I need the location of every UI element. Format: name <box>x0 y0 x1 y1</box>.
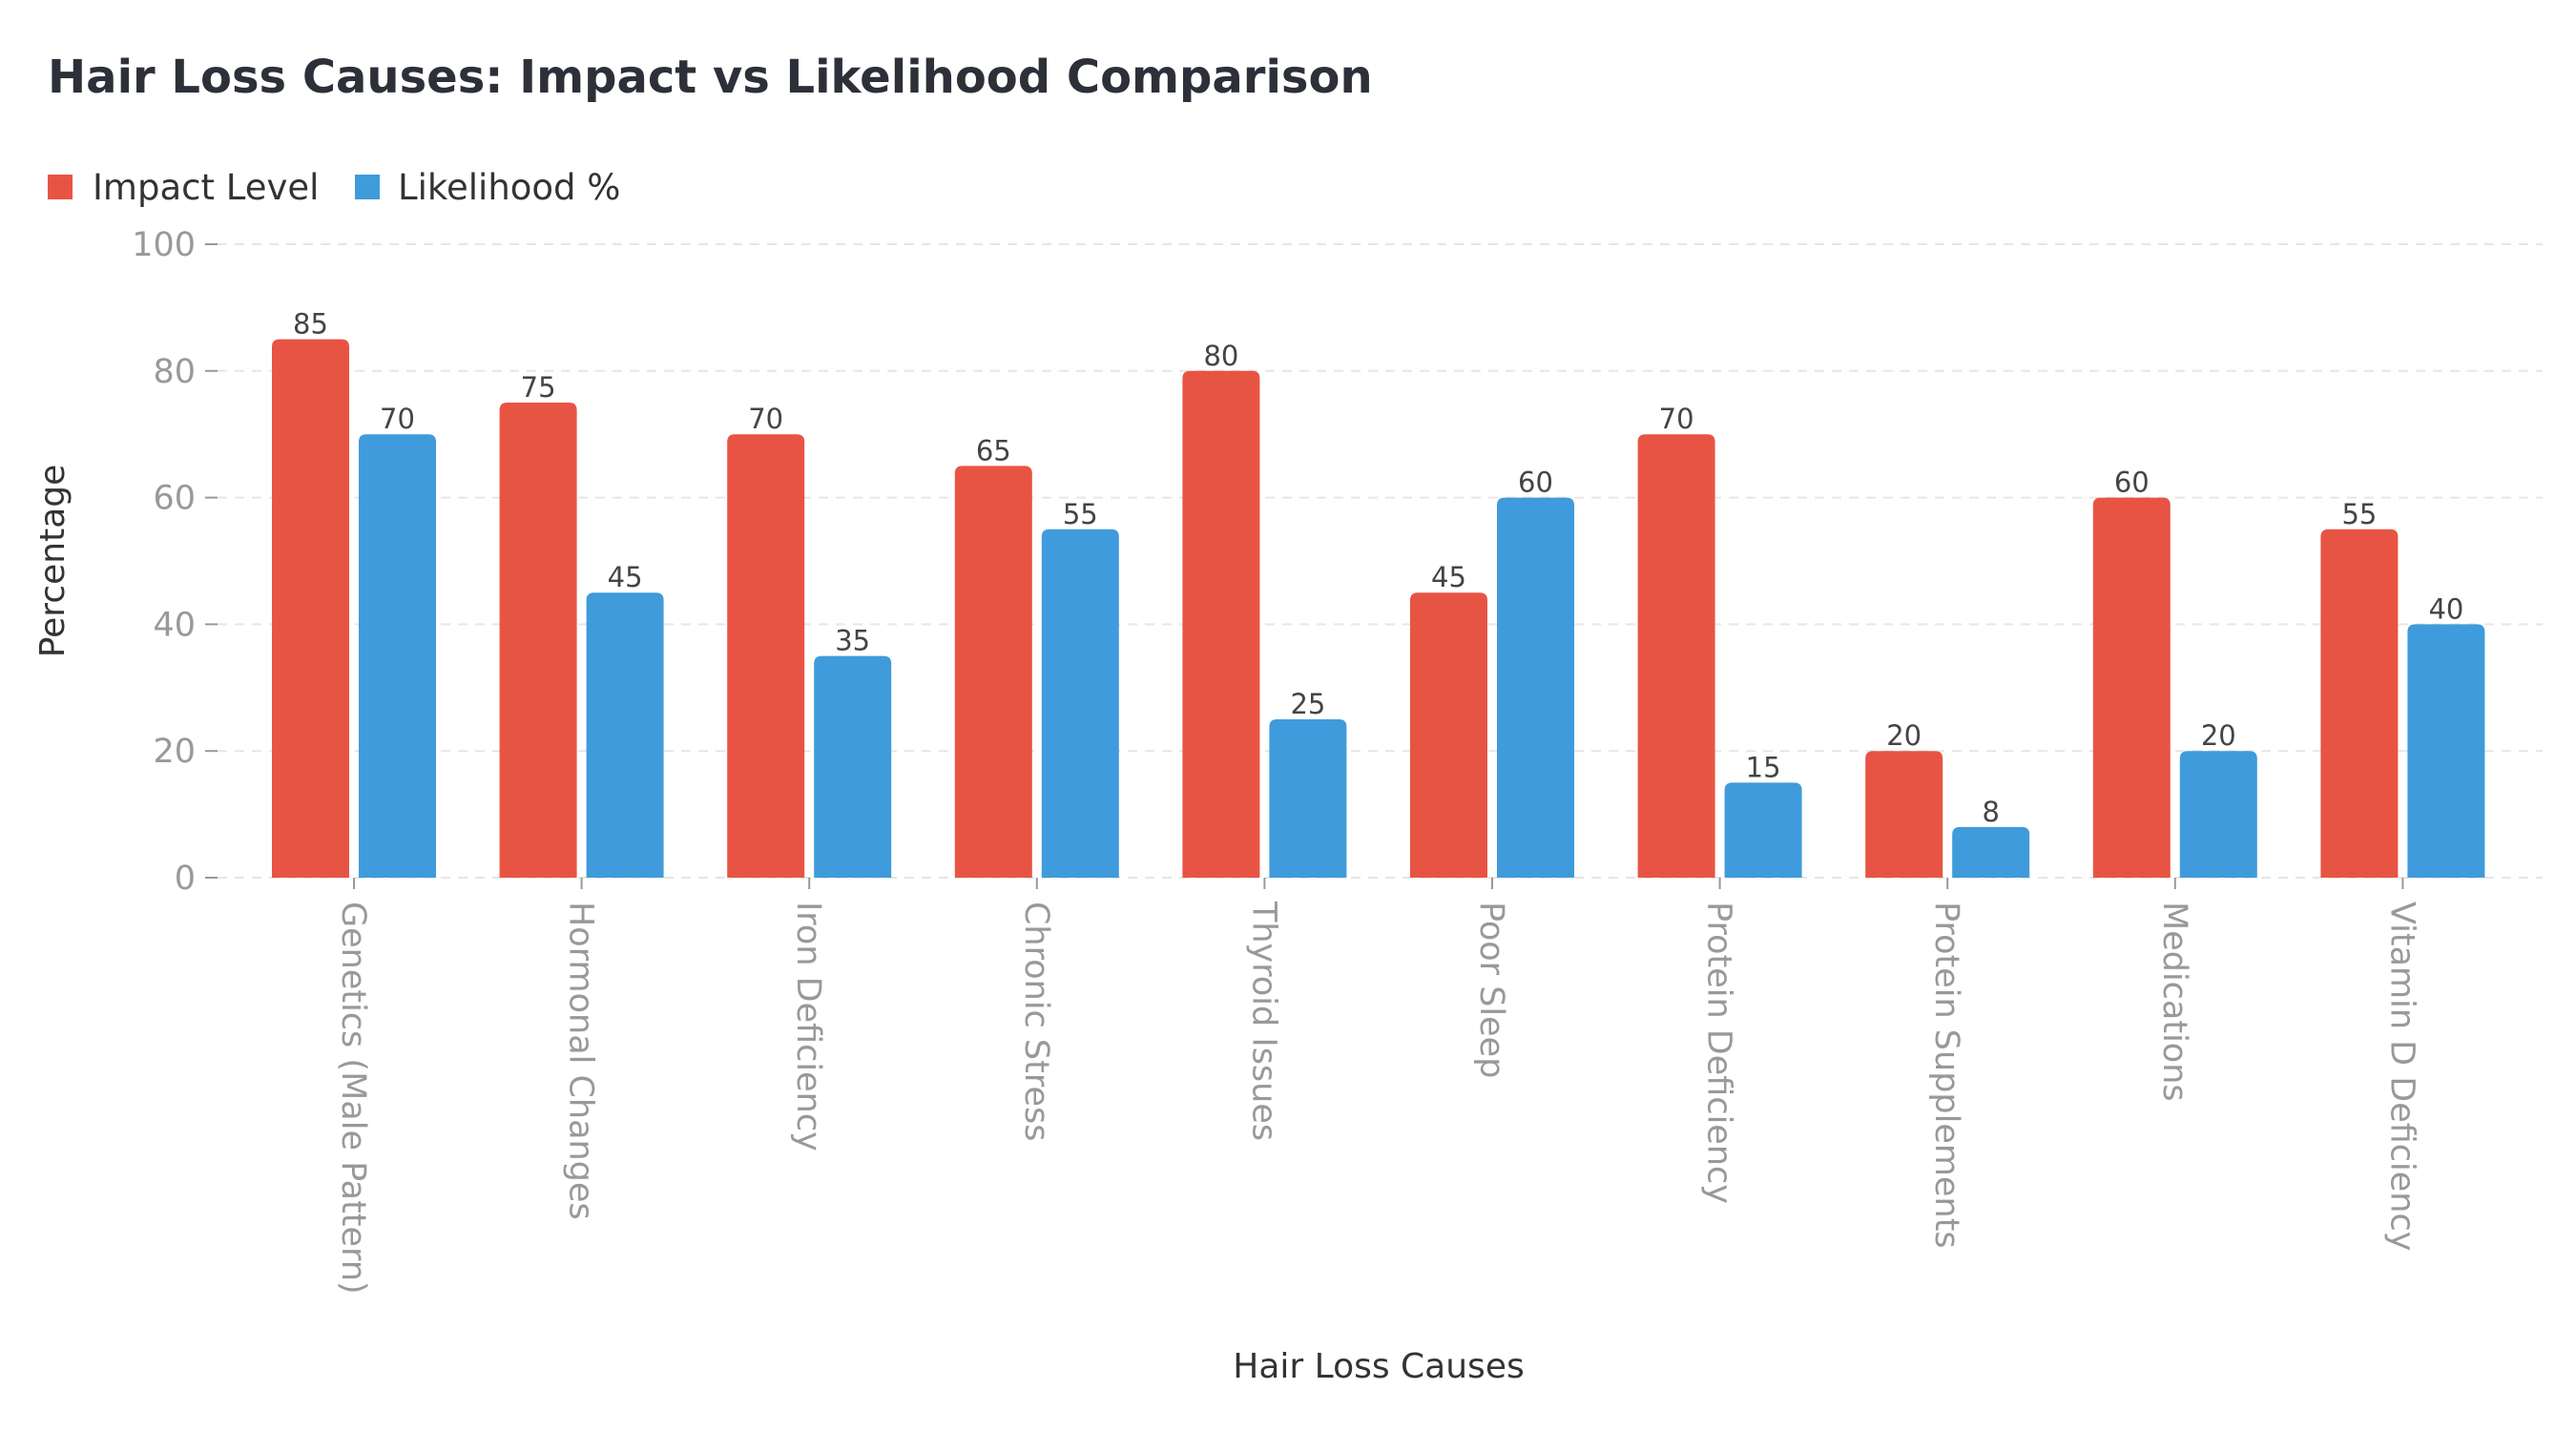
impact-bar-4 <box>1182 370 1260 878</box>
likelihood-bar-5 <box>1497 497 1574 878</box>
impact-bar-7 <box>1865 751 1943 878</box>
impact-value-label: 70 <box>748 403 783 435</box>
legend: Impact Level Likelihood % <box>48 167 620 208</box>
y-axis: 0 20 40 60 80 100 <box>132 226 218 898</box>
legend-label-likelihood: Likelihood % <box>398 167 620 208</box>
likelihood-value-label: 15 <box>1746 751 1781 783</box>
y-axis-label: Percentage <box>33 465 73 658</box>
likelihood-bar-8 <box>2179 751 2257 878</box>
likelihood-bar-3 <box>1041 529 1119 878</box>
impact-bar-6 <box>1637 434 1715 878</box>
impact-bar-5 <box>1410 592 1487 878</box>
impact-value-label: 75 <box>521 371 556 404</box>
impact-bar-0 <box>272 339 349 879</box>
impact-bar-1 <box>499 403 577 878</box>
legend-label-impact: Impact Level <box>93 167 319 208</box>
x-tick-label: Protein Deficiency <box>1700 902 1738 1204</box>
impact-value-label: 80 <box>1203 340 1238 372</box>
likelihood-bar-0 <box>359 434 436 878</box>
x-axis: Genetics (Male Pattern) Hormonal Changes I… <box>334 878 2420 1295</box>
x-tick-label: Hormonal Changes <box>562 902 600 1220</box>
likelihood-value-label: 8 <box>1982 796 1999 828</box>
x-tick-label: Iron Deficiency <box>789 902 827 1151</box>
likelihood-value-label: 45 <box>608 561 643 593</box>
y-tick-label: 20 <box>153 733 196 771</box>
x-tick-label: Chronic Stress <box>1017 902 1055 1142</box>
likelihood-value-label: 60 <box>1518 467 1553 499</box>
likelihood-bar-2 <box>814 655 892 878</box>
likelihood-value-label: 25 <box>1290 688 1325 720</box>
likelihood-value-label: 40 <box>2428 592 2463 625</box>
impact-value-label: 55 <box>2341 498 2377 530</box>
impact-value-label: 85 <box>293 308 328 341</box>
x-tick-label: Genetics (Male Pattern) <box>334 902 372 1295</box>
x-tick-label: Thyroid Issues <box>1244 901 1282 1141</box>
chart-title: Hair Loss Causes: Impact vs Likelihood C… <box>48 51 1373 104</box>
likelihood-value-label: 35 <box>835 625 870 657</box>
x-tick-label: Vitamin D Deficiency <box>2382 902 2420 1251</box>
impact-value-label: 65 <box>976 434 1011 467</box>
impact-bar-2 <box>727 434 805 878</box>
y-tick-label: 100 <box>132 226 196 264</box>
impact-bar-3 <box>954 466 1032 878</box>
x-tick-label: Protein Supplements <box>1927 902 1965 1249</box>
impact-value-label: 45 <box>1431 561 1466 593</box>
impact-value-label: 60 <box>2114 467 2150 499</box>
legend-swatch-likelihood <box>355 175 380 199</box>
bars <box>272 339 2485 879</box>
likelihood-bar-1 <box>586 592 664 878</box>
likelihood-value-label: 70 <box>380 403 415 435</box>
x-tick-label: Medications <box>2155 902 2193 1102</box>
data-labels: 85 70 75 45 70 35 65 55 80 25 45 60 70 15 20 8 60 20 55 40 <box>293 308 2463 828</box>
likelihood-value-label: 20 <box>2201 719 2236 752</box>
legend-swatch-impact <box>48 175 73 199</box>
impact-bar-8 <box>2092 497 2171 878</box>
y-tick-label: 80 <box>153 353 196 391</box>
impact-bar-9 <box>2320 529 2399 878</box>
y-tick-label: 60 <box>153 480 196 518</box>
likelihood-value-label: 55 <box>1063 498 1098 530</box>
impact-value-label: 20 <box>1886 719 1922 752</box>
x-axis-label: Hair Loss Causes <box>1233 1347 1524 1386</box>
likelihood-bar-7 <box>1952 826 2030 878</box>
x-tick-label: Poor Sleep <box>1472 902 1510 1078</box>
y-tick-label: 40 <box>153 606 196 644</box>
likelihood-bar-4 <box>1269 719 1347 878</box>
impact-value-label: 70 <box>1659 403 1694 435</box>
likelihood-bar-6 <box>1724 782 1802 878</box>
y-tick-label: 0 <box>175 860 196 898</box>
likelihood-bar-9 <box>2407 624 2485 878</box>
